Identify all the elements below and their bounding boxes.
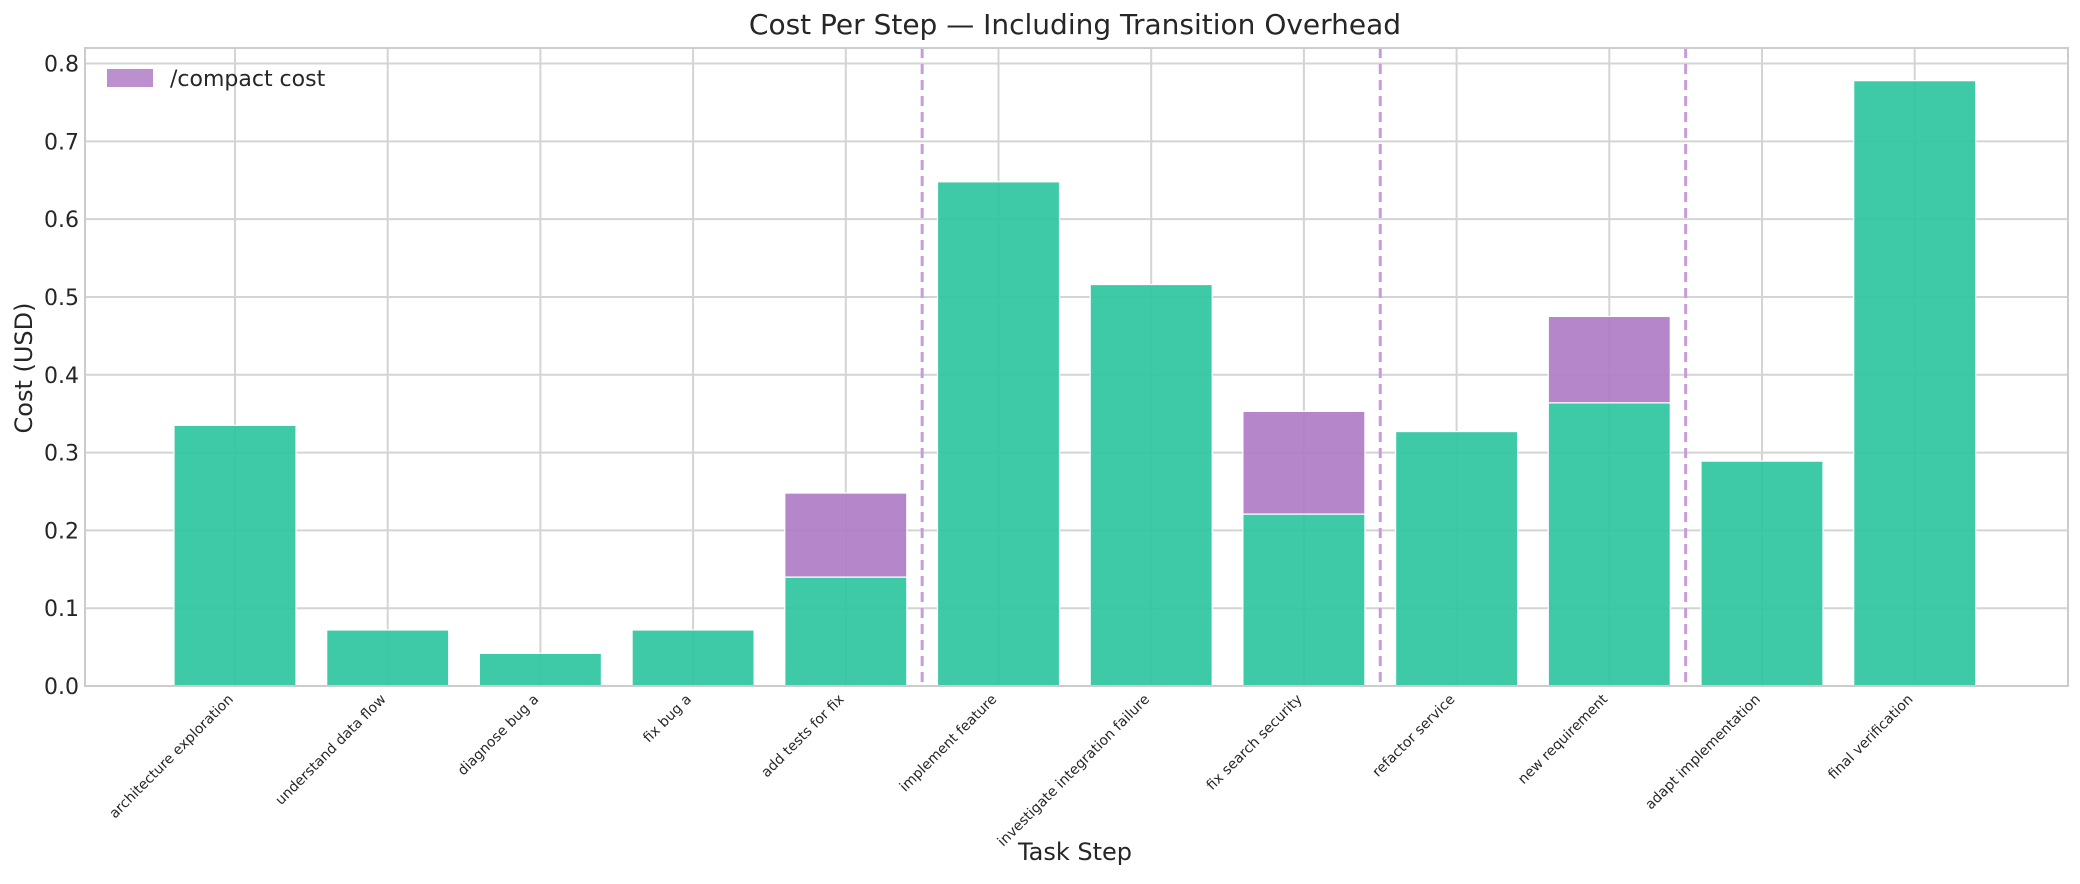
compact-cost-bar-4: [784, 492, 908, 578]
compact-cost-bar-7: [1242, 410, 1366, 515]
y-axis-ticks: 0.0 0.1 0.2 0.3 0.4 0.5 0.6 0.7 0.8: [44, 53, 79, 700]
plot-frame: [84, 47, 2069, 687]
compact-cost-bar-9: [1547, 315, 1671, 404]
step-cost-bar-9: [1547, 402, 1671, 687]
y-tick-label-4: 0.4: [44, 364, 79, 389]
step-cost-bar-7: [1242, 513, 1366, 687]
step-cost-bar-0: [173, 424, 297, 687]
step-cost-bar-11: [1853, 80, 1977, 687]
y-tick-label-2: 0.2: [44, 519, 79, 544]
bar-series: [173, 80, 1977, 687]
step-cost-bar-3: [631, 629, 755, 687]
x-axis-title: Task Step: [1017, 838, 1132, 866]
step-cost-bar-8: [1394, 430, 1519, 687]
transition-markers: [920, 48, 1688, 686]
step-cost-bar-10: [1700, 460, 1824, 687]
y-tick-label-1: 0.1: [44, 597, 79, 622]
y-tick-label-0: 0.0: [44, 675, 79, 700]
y-tick-label-6: 0.6: [44, 208, 79, 233]
legend-swatch-compact-cost: [107, 69, 153, 87]
y-tick-label-8: 0.8: [44, 53, 79, 78]
step-cost-bar-2: [478, 652, 602, 687]
y-tick-label-3: 0.3: [44, 442, 79, 467]
y-tick-label-5: 0.5: [44, 286, 79, 311]
step-cost-bar-4: [784, 576, 908, 687]
chart-title: Cost Per Step — Including Transition Ove…: [749, 8, 1401, 41]
legend: /compact cost: [107, 67, 326, 92]
step-cost-bar-5: [936, 181, 1061, 687]
step-cost-bar-1: [326, 629, 450, 687]
step-cost-bar-6: [1089, 283, 1213, 687]
y-tick-label-7: 0.7: [44, 130, 79, 155]
y-axis-title: Cost (USD): [10, 303, 38, 434]
legend-label-compact-cost: /compact cost: [170, 67, 326, 92]
